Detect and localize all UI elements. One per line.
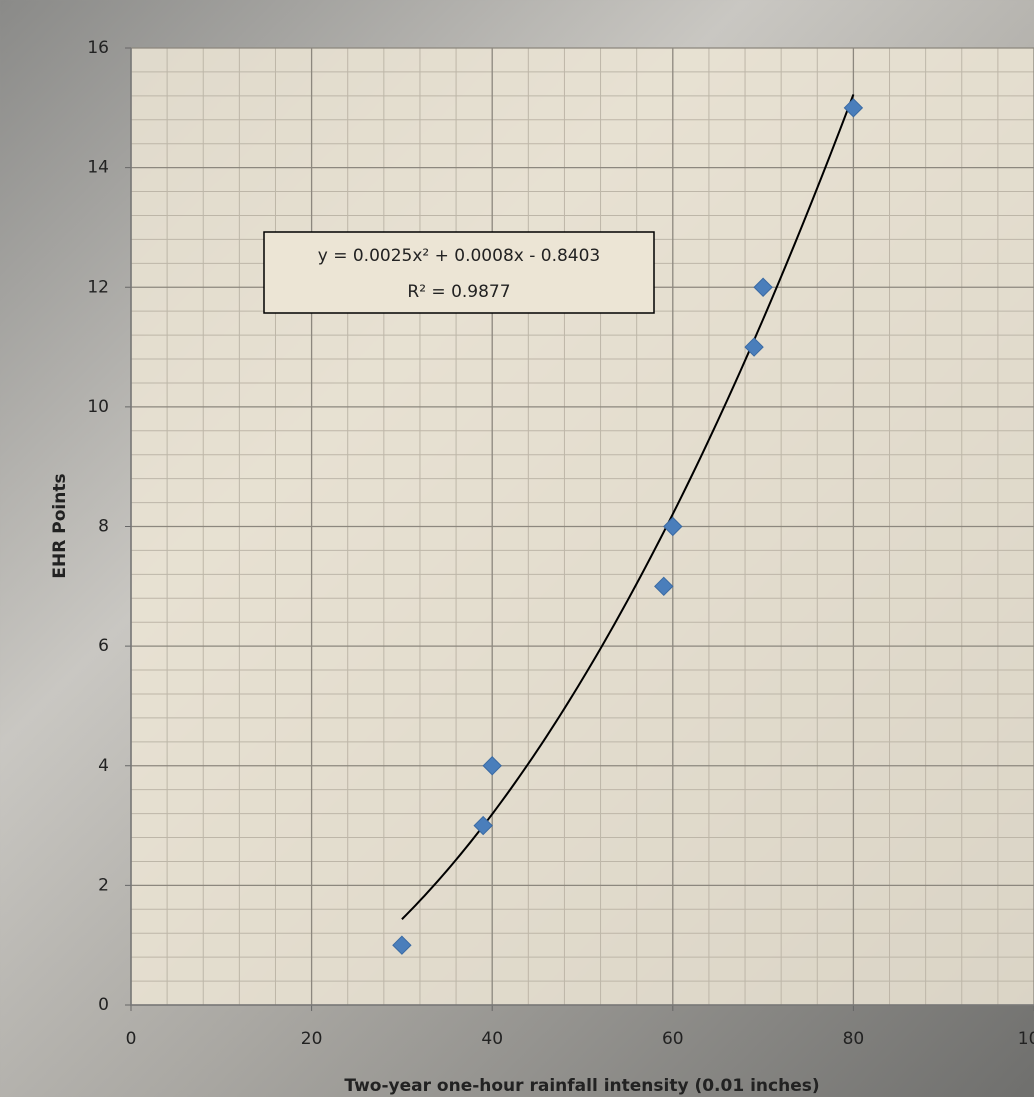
x-tick-label: 80 bbox=[843, 1029, 865, 1049]
trendline-equation: y = 0.0025x² + 0.0008x - 0.8403 bbox=[318, 246, 601, 266]
r-squared: R² = 0.9877 bbox=[407, 282, 510, 302]
x-tick-label: 20 bbox=[301, 1029, 323, 1049]
y-tick-label: 2 bbox=[98, 875, 109, 895]
y-tick-label: 6 bbox=[98, 636, 109, 656]
page: {"chart_data": {"type": "scatter", "x_la… bbox=[0, 0, 1034, 1097]
y-tick-label: 10 bbox=[87, 397, 109, 417]
x-axis-title: Two-year one-hour rainfall intensity (0.… bbox=[344, 1076, 819, 1096]
x-tick-label: 100 bbox=[1018, 1029, 1034, 1049]
y-tick-label: 4 bbox=[98, 756, 109, 776]
y-tick-label: 12 bbox=[87, 277, 109, 297]
y-axis-title: EHR Points bbox=[50, 473, 70, 578]
x-tick-label: 40 bbox=[481, 1029, 503, 1049]
x-tick-label: 60 bbox=[662, 1029, 684, 1049]
y-tick-label: 8 bbox=[98, 517, 109, 537]
x-tick-label: 0 bbox=[126, 1029, 137, 1049]
y-tick-label: 16 bbox=[87, 38, 109, 58]
y-tick-label: 0 bbox=[98, 995, 109, 1015]
y-tick-label: 14 bbox=[87, 158, 109, 178]
chart: y = 0.0025x² + 0.0008x - 0.8403 R² = 0.9… bbox=[0, 0, 1034, 1097]
